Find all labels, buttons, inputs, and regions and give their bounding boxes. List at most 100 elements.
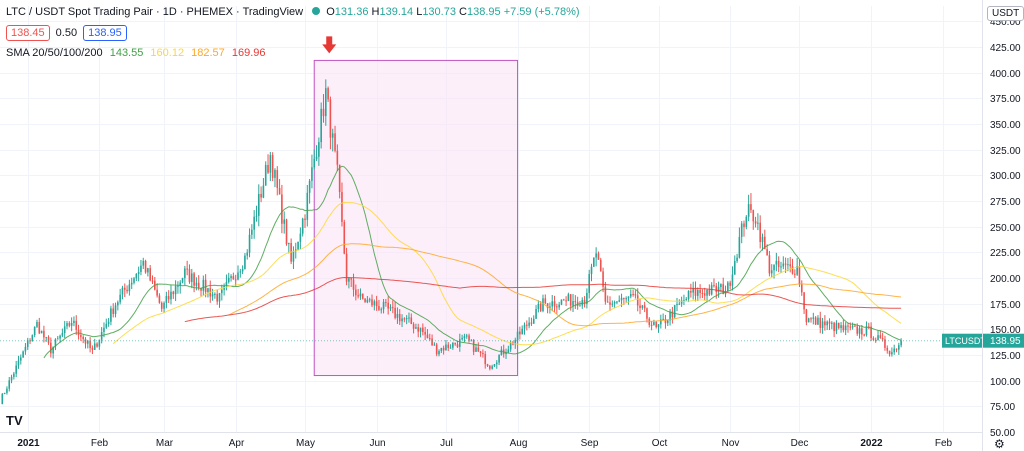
candle-body xyxy=(267,164,269,173)
candle-body xyxy=(107,321,110,324)
candle-body xyxy=(304,218,306,220)
candle-body xyxy=(158,295,161,303)
candle-body xyxy=(539,303,542,311)
candle-body xyxy=(403,318,406,320)
candle-body xyxy=(599,259,602,272)
candle-body xyxy=(537,303,540,309)
candle-body xyxy=(408,317,410,319)
candle-body xyxy=(558,304,560,308)
buy-price-button[interactable]: 138.95 xyxy=(83,25,127,41)
currency-selector[interactable]: USDT xyxy=(987,6,1024,21)
candle-body xyxy=(560,299,563,305)
candle-body xyxy=(387,302,389,309)
candle-body xyxy=(784,263,787,265)
candle-body xyxy=(666,320,669,324)
candle-body xyxy=(15,365,17,374)
candle-body xyxy=(747,204,750,217)
close-value: 138.95 xyxy=(466,6,501,18)
candle-body xyxy=(188,269,191,282)
candle-body xyxy=(227,277,230,283)
time-tick-label: Nov xyxy=(722,438,740,449)
candle-body xyxy=(52,346,54,354)
candle-body xyxy=(583,299,586,304)
gear-icon[interactable]: ⚙ xyxy=(994,437,1005,451)
candle-body xyxy=(611,303,614,305)
candle-body xyxy=(798,266,801,285)
candle-body xyxy=(623,297,625,299)
price-tick-label: 200.00 xyxy=(990,274,1021,285)
candle-body xyxy=(780,266,782,268)
candle-body xyxy=(491,366,493,369)
tradingview-logo-icon: TV xyxy=(6,413,23,428)
candle-body xyxy=(738,236,741,258)
candle-body xyxy=(812,317,815,319)
candle-body xyxy=(110,308,112,322)
candle-body xyxy=(458,339,461,347)
candle-body xyxy=(655,322,658,328)
sma20-value: 143.55 xyxy=(109,47,144,59)
candle-body xyxy=(174,286,177,295)
candle-body xyxy=(720,284,722,288)
candle-body xyxy=(260,193,262,198)
sma100-value: 182.57 xyxy=(191,47,225,59)
candle-body xyxy=(17,360,20,366)
candle-body xyxy=(322,108,325,117)
candle-body xyxy=(91,347,94,350)
sma-legend[interactable]: SMA 20/50/100/200 143.55 160.12 182.57 1… xyxy=(6,47,270,59)
candle-body xyxy=(627,296,630,299)
candle-body xyxy=(391,307,394,309)
candle-body xyxy=(368,299,371,301)
candle-body xyxy=(144,260,147,273)
candle-body xyxy=(216,293,219,302)
candle-body xyxy=(50,342,52,354)
candle-body xyxy=(380,309,383,311)
candle-body xyxy=(770,270,773,274)
sma-lines xyxy=(0,165,982,359)
candle-body xyxy=(814,317,817,325)
candle-body xyxy=(532,318,535,324)
price-tick-label: 225.00 xyxy=(990,248,1021,259)
candle-body xyxy=(167,296,170,300)
candle-body xyxy=(803,292,805,310)
candle-body xyxy=(341,192,343,222)
low-value: 130.73 xyxy=(422,6,456,18)
candle-body xyxy=(177,285,179,287)
candle-body xyxy=(355,289,357,296)
time-tick-label: Dec xyxy=(791,438,809,449)
candle-body xyxy=(56,338,59,340)
candle-body xyxy=(3,392,6,394)
legend-header: LTC / USDT Spot Trading Pair · 1D · PHEM… xyxy=(6,6,580,18)
sell-price-button[interactable]: 138.45 xyxy=(6,25,50,41)
candle-body xyxy=(82,336,84,339)
candle-body xyxy=(521,328,524,335)
candle-body xyxy=(562,299,565,301)
candle-body xyxy=(274,169,276,178)
time-axis[interactable]: 2021 Feb Mar Apr May Jun Jul Aug Sep Oct Nov Dec 202… xyxy=(0,432,1024,450)
candle-body xyxy=(405,318,408,320)
candle-body xyxy=(306,192,309,220)
candle-body xyxy=(336,150,339,165)
candle-body xyxy=(123,287,126,290)
candle-body xyxy=(629,294,632,297)
candle-body xyxy=(283,219,286,224)
candle-body xyxy=(179,282,182,286)
candle-body xyxy=(13,373,15,377)
candle-body xyxy=(743,223,745,227)
candle-body xyxy=(535,308,537,319)
candle-body xyxy=(856,326,859,334)
candle-body xyxy=(197,282,200,289)
candle-body xyxy=(419,327,422,332)
candle-body xyxy=(172,291,175,295)
candle-body xyxy=(523,324,526,329)
candle-body xyxy=(495,362,498,365)
candle-body xyxy=(410,317,413,325)
candle-body xyxy=(824,321,826,326)
candle-body xyxy=(708,289,711,295)
candle-body xyxy=(586,292,588,304)
price-axis[interactable]: 50.00 75.00 100.00 125.00 150.00 175.00 200.00… xyxy=(942,0,1024,451)
sma200-value: 169.96 xyxy=(231,47,266,59)
candle-body xyxy=(350,278,353,280)
candle-body xyxy=(417,327,420,332)
sma50-value: 160.12 xyxy=(150,47,185,59)
